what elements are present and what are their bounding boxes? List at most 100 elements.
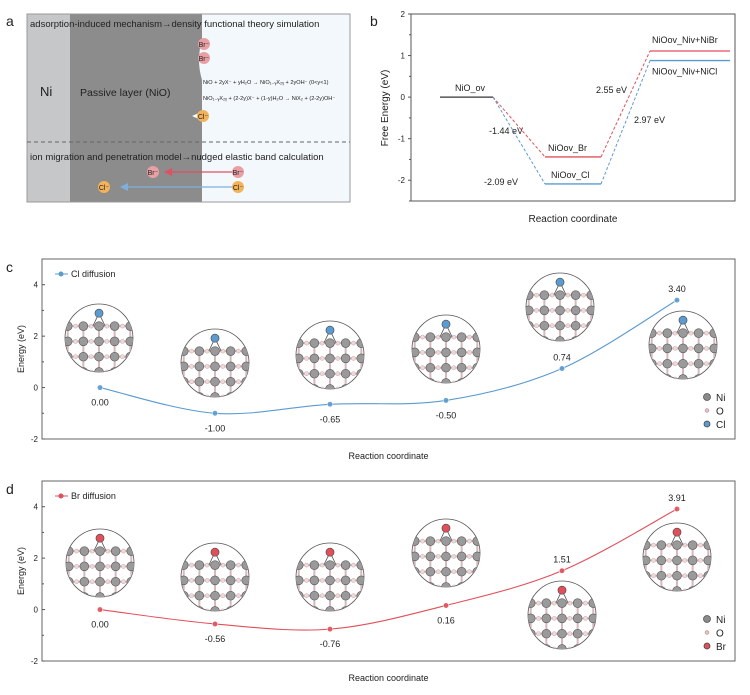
ni-atom <box>296 384 304 389</box>
ni-atom <box>340 338 351 348</box>
ni-atom <box>662 328 673 338</box>
o-atom <box>105 579 111 584</box>
ni-atom <box>425 566 436 577</box>
molecule-inset <box>180 328 250 398</box>
data-label: -0.76 <box>320 639 341 649</box>
ni-atom <box>687 555 698 566</box>
legend-atom-label: Cl <box>716 420 725 431</box>
o-atom <box>335 593 341 598</box>
o-atom <box>688 346 694 351</box>
ni-atom <box>649 358 657 369</box>
o-atom <box>551 631 557 636</box>
o-atom <box>597 308 601 312</box>
br-ion-label: Br⁻ <box>148 170 159 177</box>
ni-atom <box>572 644 583 649</box>
connector-line <box>600 50 651 158</box>
o-atom <box>351 578 356 583</box>
ni-atom <box>656 540 667 550</box>
o-atom <box>483 381 487 385</box>
o-atom <box>89 594 95 597</box>
o-atom <box>597 324 601 328</box>
molecule-inset <box>64 303 134 373</box>
panel-c-chart: c 4 2 0 -2 Reaction coordinate Energy (eV) 0.0… <box>6 258 736 461</box>
ni-atom <box>586 336 594 341</box>
ni-atom <box>441 536 451 546</box>
o-atom <box>367 387 371 391</box>
x-axis-label: Reaction coordinate <box>348 673 428 683</box>
o-atom <box>551 646 557 649</box>
o-atom <box>335 386 341 389</box>
o-atom <box>367 563 371 567</box>
legend-atom-marker <box>703 420 711 428</box>
o-atom <box>204 348 210 354</box>
ni-atom <box>557 644 567 649</box>
o-atom <box>435 554 441 559</box>
o-atom <box>73 354 78 359</box>
ni-atom <box>356 590 364 601</box>
o-atom <box>335 562 341 568</box>
o-atom <box>204 364 210 369</box>
ni-atom <box>194 361 205 372</box>
o-atom <box>435 380 441 383</box>
molecule-inset <box>527 580 597 650</box>
o-atom <box>597 293 601 297</box>
molecule-inset <box>411 314 487 385</box>
ni-atom <box>526 320 534 331</box>
ni-atom <box>555 290 565 300</box>
o-atom <box>435 584 441 587</box>
ni-atom <box>541 644 552 649</box>
ni-atom <box>309 368 320 379</box>
ni-atom <box>649 374 657 379</box>
ni-atom <box>325 606 335 611</box>
o-atom <box>483 539 487 543</box>
ni-atom <box>588 598 596 608</box>
o-atom <box>704 330 709 336</box>
ni-atom <box>588 628 596 639</box>
o-atom <box>220 593 226 598</box>
cl-ion-inside: Cl⁻ <box>98 181 110 193</box>
o-atom <box>304 371 309 376</box>
series-line <box>99 299 678 415</box>
o-atom <box>89 548 95 554</box>
o-atom <box>189 562 194 568</box>
o-atom <box>420 554 425 559</box>
adsorbate-atom <box>441 319 451 329</box>
ni-atom <box>441 347 451 358</box>
ni-atom <box>412 362 420 373</box>
y-tick-label: 0 <box>34 606 39 615</box>
ni-atom <box>441 551 451 562</box>
o-atom <box>567 616 573 621</box>
ni-atom <box>557 598 567 608</box>
legend-atom-label: O <box>716 629 724 640</box>
br-ion-inside: Br⁻ <box>147 166 159 178</box>
o-atom <box>581 338 586 341</box>
ni-atom <box>425 362 436 373</box>
o-atom <box>682 573 688 578</box>
o-atom <box>236 348 241 354</box>
o-atom <box>672 330 678 336</box>
ni-atom <box>456 332 467 342</box>
data-label: -0.56 <box>205 634 226 644</box>
o-atom <box>483 554 487 558</box>
ni-atom <box>210 376 220 387</box>
o-atom <box>220 364 226 369</box>
ni-atom <box>296 606 304 611</box>
ni-atom <box>325 590 335 601</box>
annotation-cl-step1: -2.09 eV <box>484 177 518 187</box>
o-atom <box>74 594 79 597</box>
ni-atom <box>709 328 717 338</box>
o-atom <box>105 594 111 597</box>
ni-atom <box>241 606 249 611</box>
ni-atom <box>541 598 552 608</box>
ni-atom <box>325 575 335 586</box>
ni-atom <box>678 343 688 354</box>
ni-atom <box>194 575 205 586</box>
adsorbate-atom <box>678 315 688 325</box>
ni-atom <box>456 566 467 577</box>
o-atom <box>74 548 79 554</box>
ni-atom <box>557 613 567 624</box>
ni-atom <box>456 582 467 587</box>
o-atom <box>189 379 194 384</box>
o-atom <box>74 579 79 584</box>
o-atom <box>483 570 487 574</box>
